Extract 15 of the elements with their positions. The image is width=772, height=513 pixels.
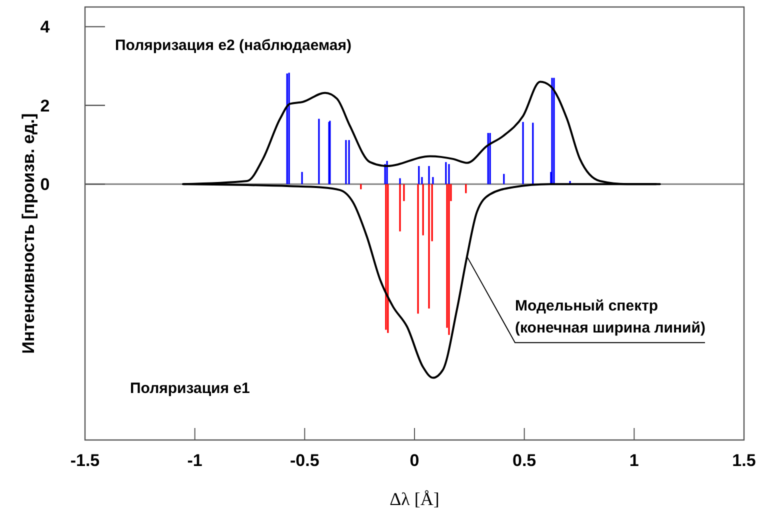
- x-tick-label: 0.5: [512, 451, 536, 470]
- annotation: Поляризация e1: [130, 380, 250, 397]
- y-tick-label: 2: [40, 96, 50, 116]
- annotation: Поляризация e2 (наблюдаемая): [115, 37, 352, 54]
- x-axis-title: Δλ [Å]: [390, 489, 440, 509]
- y-tick-label: 0: [40, 175, 50, 194]
- x-tick-label: -1: [187, 451, 202, 470]
- x-tick-label: 1: [629, 451, 639, 470]
- annotation: Модельный спектр (конечная ширина линий): [515, 298, 706, 337]
- x-tick-label: -1.5: [70, 451, 100, 470]
- x-tick-label: 1.5: [732, 451, 756, 470]
- x-tick-label: 0: [410, 451, 420, 470]
- y-tick-label: 4: [40, 18, 50, 37]
- x-tick-label: -0.5: [290, 451, 320, 470]
- y-axis-title: Интенсивность [произв. ед.]: [19, 113, 38, 354]
